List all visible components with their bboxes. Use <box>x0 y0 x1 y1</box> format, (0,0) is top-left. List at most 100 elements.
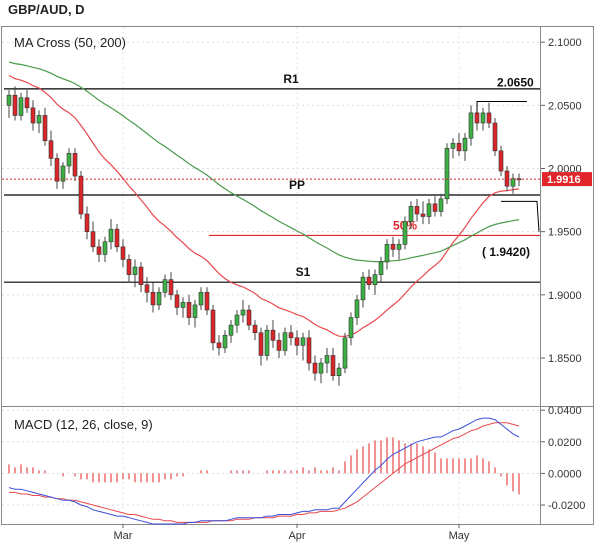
candle <box>432 196 438 217</box>
candle-body <box>336 367 342 376</box>
candle-body <box>66 153 72 167</box>
candle-body <box>378 261 384 275</box>
candle-body <box>186 302 192 318</box>
candle-body <box>270 329 276 341</box>
candle-body <box>432 203 438 212</box>
candle-body <box>408 206 414 222</box>
candle-body <box>438 198 444 212</box>
candle <box>12 86 18 121</box>
candle <box>270 320 276 348</box>
candle <box>282 327 288 356</box>
candle-body <box>36 115 42 124</box>
level-label-r1: R1 <box>283 72 299 86</box>
candle <box>408 201 414 230</box>
candle-body <box>114 228 120 248</box>
candle-body <box>420 213 426 217</box>
candle <box>216 335 222 356</box>
candle <box>18 92 24 121</box>
macd-tick-label: 0.0200 <box>548 437 582 449</box>
candle <box>180 297 186 318</box>
candle-body <box>42 115 48 142</box>
candle <box>66 148 72 174</box>
candle-body <box>12 94 18 116</box>
candle <box>384 239 390 270</box>
candle-body <box>234 314 240 326</box>
candle-body <box>288 332 294 339</box>
candle-body <box>396 243 402 250</box>
candle <box>444 143 450 204</box>
macd-signal-line <box>9 422 520 523</box>
candle <box>156 287 162 310</box>
callout-line-high <box>476 101 527 114</box>
candle-body <box>282 332 288 351</box>
candle-body <box>444 147 450 200</box>
candle <box>468 105 474 146</box>
candle <box>264 325 270 361</box>
candle-body <box>120 246 126 260</box>
candle-body <box>30 107 36 124</box>
candle <box>276 332 282 358</box>
candle-body <box>162 279 168 293</box>
candle <box>24 90 30 113</box>
candle <box>450 138 456 159</box>
candle <box>210 304 216 351</box>
candle-body <box>78 175 84 215</box>
candle <box>246 304 252 331</box>
candle-body <box>300 337 306 346</box>
candle-body <box>258 332 264 356</box>
last-price-label: 1.9916 <box>547 174 581 186</box>
candle-body <box>150 291 156 306</box>
candle-body <box>276 340 282 351</box>
candle <box>204 287 210 316</box>
candle-body <box>240 309 246 316</box>
candle-body <box>6 94 12 106</box>
candle <box>366 269 372 290</box>
candle-body <box>126 259 132 275</box>
candle-body <box>462 137 468 152</box>
candle-body <box>492 122 498 152</box>
candle-body <box>192 304 198 318</box>
candle <box>30 100 36 131</box>
candle-body <box>90 231 96 248</box>
candle-body <box>402 221 408 245</box>
candle <box>360 272 366 308</box>
candle-body <box>24 97 30 109</box>
macd-tick-label: 0.0400 <box>548 405 582 417</box>
candle-body <box>348 317 354 339</box>
candle-body <box>474 112 480 124</box>
candle <box>234 309 240 333</box>
candle <box>258 327 264 366</box>
candle-body <box>504 170 510 187</box>
candle <box>354 294 360 326</box>
candle-body <box>96 246 102 255</box>
candle-body <box>48 140 54 159</box>
candle-body <box>18 97 24 116</box>
price-tick-label: 1.9500 <box>548 227 582 239</box>
candle <box>60 162 66 189</box>
candle <box>372 269 378 295</box>
candle <box>390 236 396 257</box>
candle <box>144 277 150 303</box>
candle-body <box>390 243 396 250</box>
candle-body <box>312 362 318 374</box>
candle-body <box>132 266 138 275</box>
candle-body <box>294 337 300 346</box>
candle <box>120 239 126 268</box>
candle <box>162 274 168 298</box>
candle <box>300 332 306 361</box>
candle <box>54 153 60 189</box>
candle-body <box>480 112 486 124</box>
level-label-pp: PP <box>289 178 305 192</box>
candle-body <box>204 291 210 311</box>
candle-body <box>102 241 108 255</box>
candle-body <box>486 112 492 124</box>
time-tick-label: May <box>449 530 470 542</box>
candle-body <box>60 165 66 182</box>
candle <box>252 320 258 341</box>
candle <box>288 325 294 346</box>
candle-body <box>156 291 162 306</box>
macd-tick-label: 0.0000 <box>548 468 582 480</box>
candle-body <box>198 291 204 306</box>
candle <box>96 239 102 262</box>
last-price-badge <box>542 172 592 187</box>
